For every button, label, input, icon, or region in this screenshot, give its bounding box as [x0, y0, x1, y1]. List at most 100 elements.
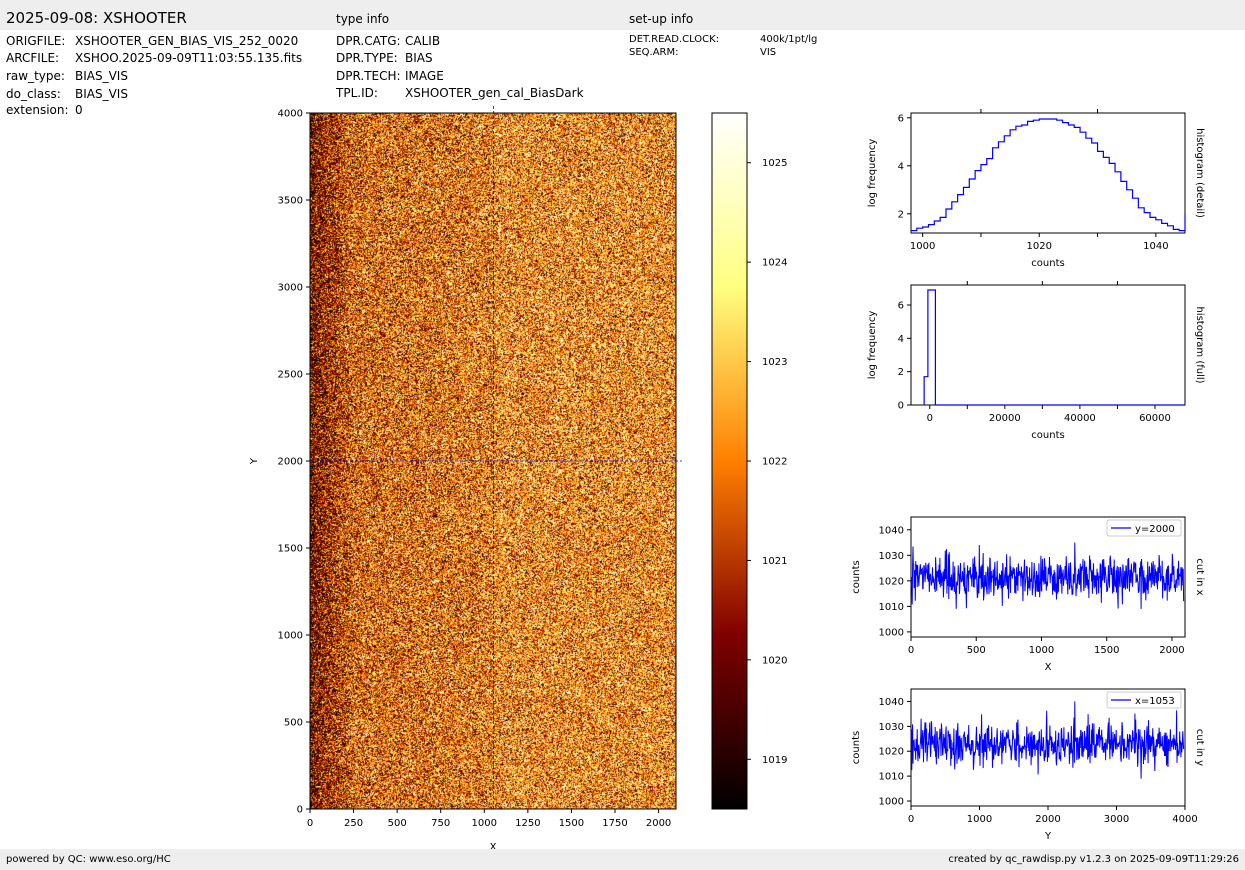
x-axis-label: counts: [1031, 258, 1064, 269]
type-info-value: CALIB: [405, 34, 441, 48]
y-tick-label: 0: [898, 401, 904, 412]
x-tick-label: 500: [388, 818, 407, 829]
y-tick-label: 2: [898, 209, 904, 220]
y-tick-label: 6: [898, 113, 904, 124]
y-tick-label: 1020: [879, 576, 904, 587]
y-axis-label: log frequency: [867, 311, 878, 380]
x-tick-label: 3000: [1104, 814, 1129, 825]
x-tick-label: 250: [344, 818, 363, 829]
y-tick-label: 1020: [879, 747, 904, 758]
y-tick-label: 1030: [879, 551, 904, 562]
y-axis-label: counts: [851, 731, 862, 764]
y-tick-label: 2500: [278, 370, 303, 381]
colorbar-tick-label: 1021: [762, 556, 787, 567]
file-info-key: do_class:: [6, 87, 61, 101]
file-info-key: extension:: [6, 103, 69, 117]
y-tick-label: 2: [898, 367, 904, 378]
hist-full-frame: [910, 284, 1186, 406]
file-info-key: ORIGFILE:: [6, 34, 66, 48]
file-info-value: BIAS_VIS: [75, 69, 128, 83]
type-info-key: DPR.TECH:: [336, 69, 401, 83]
panel-title: cut in y: [1194, 729, 1205, 766]
colorbar-tick-label: 1024: [762, 258, 787, 269]
x-tick-label: 0: [908, 645, 914, 656]
type-info-key: TPL.ID:: [336, 86, 378, 100]
setup-info-key: SEQ.ARM:: [629, 47, 679, 58]
hist-full-series: [923, 289, 1185, 406]
y-tick-label: 1000: [879, 797, 904, 808]
file-info-value: XSHOO.2025-09-09T11:03:55.135.fits: [75, 51, 303, 65]
y-tick-label: 1000: [879, 627, 904, 638]
colorbar-tick-label: 1020: [762, 655, 787, 666]
panel-title: histogram (full): [1194, 306, 1205, 383]
y-tick-label: 1500: [278, 544, 303, 555]
y-tick-label: 1010: [879, 602, 904, 613]
x-tick-label: 1250: [515, 818, 540, 829]
type-info-value: IMAGE: [405, 69, 444, 83]
y-axis-label: counts: [851, 560, 862, 593]
x-tick-label: 20000: [989, 413, 1021, 424]
footer-bar: [0, 849, 1245, 870]
x-tick-label: 1000: [910, 241, 935, 252]
panel-title: histogram (detail): [1194, 128, 1205, 218]
cut-x-series: [910, 542, 1185, 609]
legend-label: x=1053: [1135, 696, 1175, 707]
colorbar-tick-label: 1023: [762, 357, 787, 368]
x-tick-label: 1500: [559, 818, 584, 829]
x-tick-label: 60000: [1139, 413, 1171, 424]
page-title: 2025-09-08: XSHOOTER: [6, 9, 187, 27]
x-tick-label: 2000: [646, 818, 671, 829]
colorbar: [711, 112, 748, 810]
y-tick-label: 1040: [879, 697, 904, 708]
setup-info-value: VIS: [760, 47, 777, 58]
colorbar-tick-label: 1025: [762, 158, 787, 169]
hist-detail-series: [911, 118, 1186, 232]
x-axis-label: X: [490, 842, 497, 853]
y-tick-label: 4: [898, 161, 904, 172]
y-tick-label: 3000: [278, 283, 303, 294]
colorbar-tick-label: 1019: [762, 755, 787, 766]
y-axis-label: log frequency: [867, 139, 878, 208]
x-tick-label: 2000: [1159, 645, 1184, 656]
x-tick-label: 500: [967, 645, 986, 656]
file-info-value: XSHOOTER_GEN_BIAS_VIS_252_0020: [75, 34, 299, 48]
type-info-key: DPR.TYPE:: [336, 51, 398, 65]
x-tick-label: 4000: [1172, 814, 1197, 825]
type-info-value: BIAS: [405, 51, 433, 65]
y-tick-label: 1040: [879, 525, 904, 536]
x-tick-label: 0: [307, 818, 313, 829]
legend-label: y=2000: [1135, 524, 1175, 535]
y-tick-label: 6: [898, 301, 904, 312]
x-tick-label: 40000: [1064, 413, 1096, 424]
y-tick-label: 3500: [278, 196, 303, 207]
colorbar-tick-label: 1022: [762, 457, 787, 468]
y-tick-label: 1000: [278, 631, 303, 642]
legend-box: [1106, 691, 1182, 709]
file-info-value: 0: [75, 103, 83, 117]
type-info-value: XSHOOTER_gen_cal_BiasDark: [405, 86, 584, 100]
x-tick-label: 0: [908, 814, 914, 825]
y-axis-label: Y: [249, 457, 260, 465]
y-tick-label: 0: [297, 805, 303, 816]
hist-detail-frame: [910, 112, 1186, 234]
setup-info-heading: set-up info: [629, 12, 694, 26]
y-tick-label: 4000: [278, 109, 303, 120]
setup-info-key: DET.READ.CLOCK:: [629, 34, 720, 45]
x-tick-label: 2000: [1035, 814, 1060, 825]
setup-info-value: 400k/1pt/lg: [760, 34, 818, 45]
y-tick-label: 500: [284, 718, 303, 729]
file-info-key: ARCFILE:: [6, 51, 60, 65]
file-info-value: BIAS_VIS: [75, 87, 128, 101]
footer-right: created by qc_rawdisp.py v1.2.3 on 2025-…: [948, 854, 1239, 865]
x-tick-label: 1000: [967, 814, 992, 825]
y-tick-label: 1010: [879, 772, 904, 783]
y-tick-label: 4: [898, 334, 904, 345]
x-axis-label: Y: [1044, 831, 1052, 842]
x-tick-label: 1000: [1029, 645, 1054, 656]
x-tick-label: 1500: [1094, 645, 1119, 656]
x-tick-label: 1750: [602, 818, 627, 829]
panel-title: cut in x: [1194, 558, 1205, 595]
cut-y-series: [910, 701, 1185, 779]
y-tick-label: 1030: [879, 722, 904, 733]
